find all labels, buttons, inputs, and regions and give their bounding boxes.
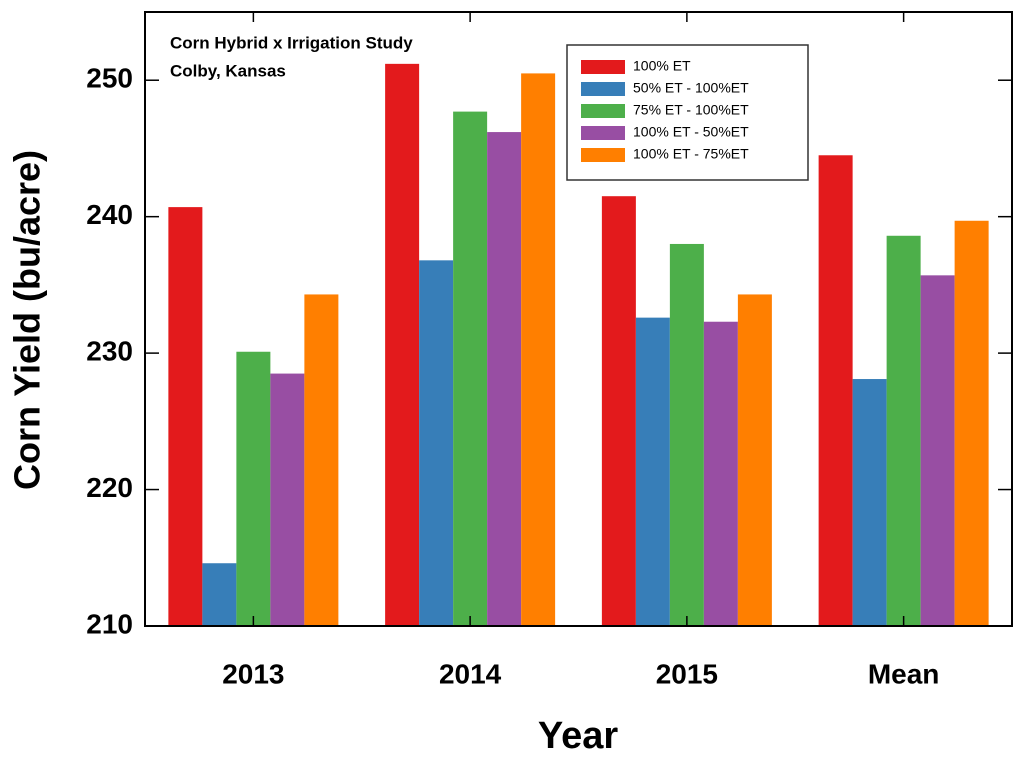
legend-swatch [581,148,625,162]
y-tick-label: 210 [86,608,133,639]
bar [419,260,454,626]
bar [886,235,921,626]
x-axis-label: Year [538,715,619,757]
y-tick-label: 230 [86,336,133,367]
y-tick-label: 250 [86,63,133,94]
legend-swatch [581,126,625,140]
bar [852,379,887,626]
x-tick-label: 2015 [656,658,718,689]
legend-swatch [581,104,625,118]
plot-frame [144,11,1013,627]
y-axis-label: Corn Yield (bu/acre) [7,150,48,490]
x-tick-label: 2014 [439,658,502,689]
bar [954,220,989,626]
y-tick-label: 240 [86,199,133,230]
bar [168,207,203,627]
bar [818,155,853,626]
y-tick-label: 220 [86,472,133,503]
bar [236,351,271,626]
bar [737,294,772,626]
legend-swatch [581,82,625,96]
x-tick-label: 2013 [222,658,284,689]
chart-title: Corn Hybrid x Irrigation Study [170,33,413,52]
legend-swatch [581,60,625,74]
bar [601,196,636,626]
bar [304,294,339,626]
bar [669,243,704,626]
legend-label: 100% ET - 50%ET [633,124,749,140]
legend-label: 100% ET - 75%ET [633,146,749,162]
chart-subtitle: Colby, Kansas [170,61,286,80]
bar [202,563,237,626]
bar [703,321,738,626]
legend-label: 100% ET [633,58,691,74]
x-tick-label: Mean [868,658,940,689]
bar [453,111,488,627]
bar [270,373,305,626]
legend-label: 50% ET - 100%ET [633,80,749,96]
bar [635,317,670,626]
bar [521,73,556,626]
bar [487,132,522,626]
bar [920,275,955,626]
bar [385,63,420,627]
legend-label: 75% ET - 100%ET [633,102,749,118]
